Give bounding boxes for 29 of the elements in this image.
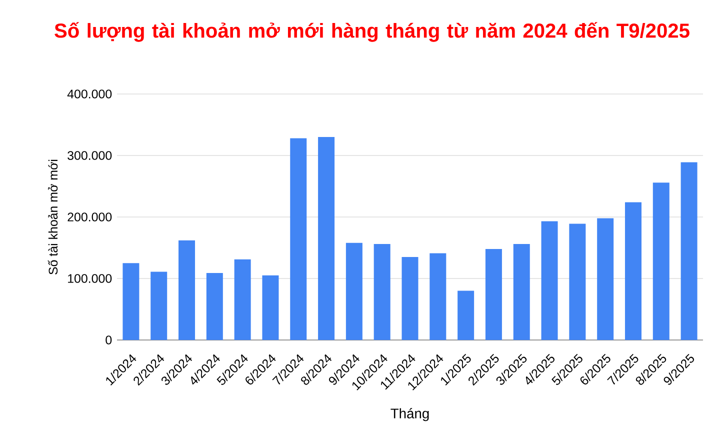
bar (569, 224, 586, 340)
bar (652, 182, 670, 340)
bar (178, 240, 196, 340)
y-tick-label: 100.000 (68, 274, 112, 283)
bar (458, 290, 474, 340)
y-axis-title: Số tài khoản mở mới (48, 160, 58, 274)
bar (597, 218, 614, 340)
bar (262, 275, 279, 340)
bar (318, 137, 335, 340)
bar (234, 259, 251, 340)
y-tick-label: 400.000 (67, 90, 112, 98)
chart-title: Số lượng tài khoản mở mới hàng tháng từ năm 2024 đến T9/2025 (54, 22, 690, 42)
bar (206, 272, 223, 340)
x-axis-title: Tháng (390, 408, 429, 422)
bar (430, 253, 446, 340)
bar (485, 248, 502, 340)
bar (624, 202, 642, 340)
bar (122, 263, 140, 340)
bar (402, 256, 418, 340)
y-tick-label: 200.000 (68, 212, 112, 222)
bar (290, 138, 307, 340)
bar (346, 242, 362, 340)
y-tick-label: 300.000 (68, 151, 112, 160)
bar (150, 272, 168, 340)
bar (680, 162, 698, 340)
bar (541, 221, 558, 340)
bar (374, 244, 390, 340)
y-tick-label: 0 (106, 336, 112, 344)
bar (513, 244, 530, 340)
